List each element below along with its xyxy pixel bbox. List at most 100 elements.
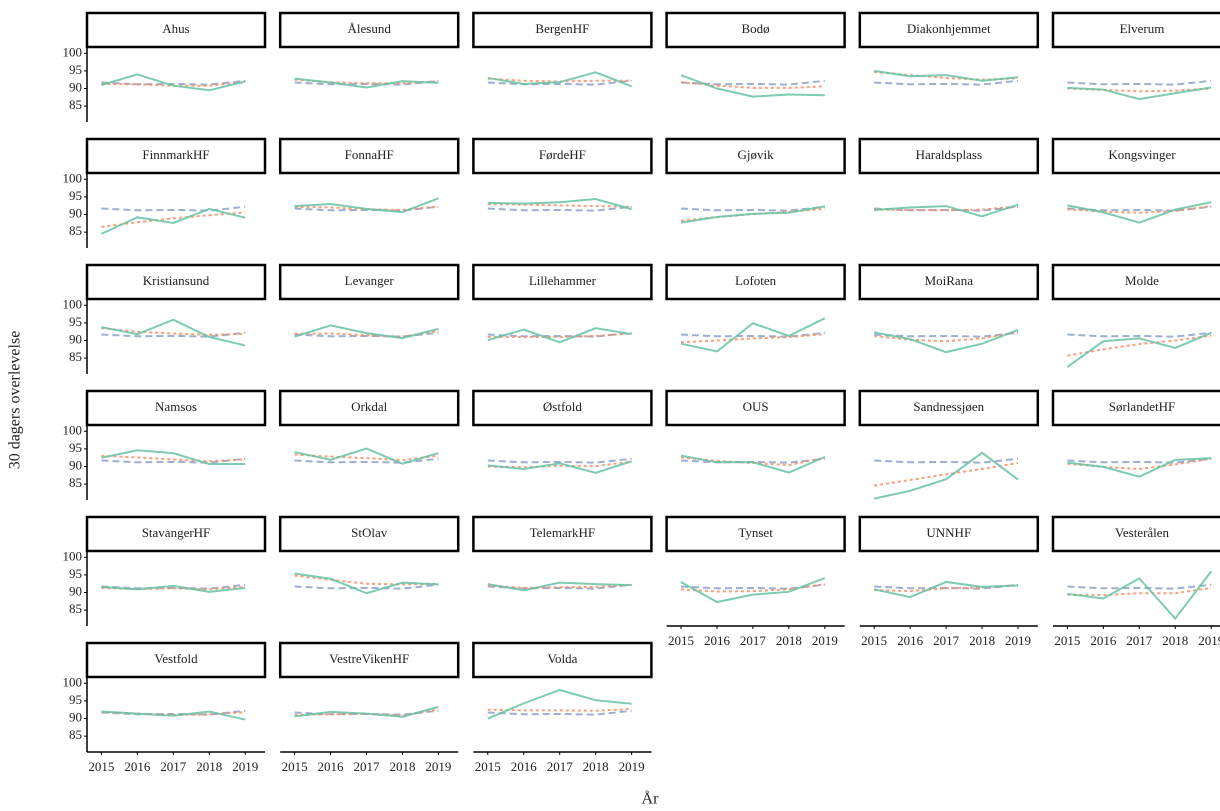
y-tick-label: 100	[63, 674, 83, 689]
y-tick-label: 85	[69, 475, 82, 490]
series-line	[1067, 586, 1212, 596]
y-tick-label: 85	[69, 601, 82, 616]
series-line	[487, 331, 632, 338]
y-tick-label: 100	[63, 44, 83, 59]
series-line	[1067, 331, 1212, 338]
strip	[665, 11, 846, 49]
series-line	[294, 447, 439, 465]
y-tick-label: 90	[69, 206, 82, 221]
panel: Kongsvinger	[1051, 137, 1220, 224]
strip-text: StavangerHF	[142, 525, 211, 540]
series-line	[487, 205, 632, 212]
panel: Ahus 85 90 95 100	[63, 11, 267, 122]
series-line	[874, 203, 1019, 218]
series-line	[294, 77, 439, 89]
panel: Orkdal	[278, 389, 460, 465]
strip-text: Østfold	[543, 399, 583, 414]
strip	[278, 263, 460, 301]
panel: FinnmarkHF 85 90 95 100	[63, 137, 267, 248]
y-tick-label: 95	[69, 566, 82, 581]
series-line	[1067, 79, 1212, 86]
y-tick-label: 85	[69, 223, 82, 238]
strip-text: Diakonhjemmet	[907, 21, 991, 36]
strip	[665, 263, 846, 301]
series-line	[1067, 86, 1212, 101]
x-tick-label: 2015	[668, 633, 694, 648]
x-tick-label: 2015	[282, 759, 308, 774]
strip-text: VestreVikenHF	[329, 651, 409, 666]
series-line	[487, 581, 632, 592]
series-line	[294, 457, 439, 464]
series-line	[101, 584, 246, 593]
strip	[472, 11, 653, 49]
panel: Levanger	[278, 263, 460, 340]
series-line	[294, 572, 439, 595]
series-line	[874, 331, 1019, 343]
strip	[85, 641, 267, 679]
strip	[472, 263, 653, 301]
y-tick-label: 90	[69, 710, 82, 725]
strip-text: OUS	[743, 399, 769, 414]
strip	[665, 389, 846, 427]
series-line	[680, 583, 825, 590]
series-line	[487, 460, 632, 474]
series-line	[680, 333, 825, 344]
y-tick-label: 100	[63, 296, 83, 311]
panel: TelemarkHF	[472, 515, 653, 592]
strip-text: Volda	[547, 651, 577, 666]
strip-text: TelemarkHF	[530, 525, 596, 540]
series-line	[1067, 457, 1212, 478]
series-line	[101, 79, 246, 86]
x-tick-label: 2016	[124, 759, 151, 774]
series-line	[680, 454, 826, 474]
x-tick-label: 2016	[897, 633, 924, 648]
strip	[278, 11, 460, 49]
strip-text: UNNHF	[926, 525, 971, 540]
x-tick-label: 2017	[740, 633, 767, 648]
y-tick-label: 90	[69, 332, 82, 347]
series-line	[874, 331, 1019, 338]
series-line	[101, 710, 246, 721]
strip	[278, 641, 460, 679]
series-line	[101, 449, 246, 466]
series-line	[487, 583, 632, 589]
x-tick-label: 2015	[861, 633, 887, 648]
y-tick-label: 85	[69, 727, 82, 742]
x-tick-label: 2016	[318, 759, 345, 774]
y-tick-label: 95	[69, 440, 82, 455]
series-line	[101, 327, 246, 336]
strip	[1051, 263, 1220, 301]
panel: Vesterålen 2015 2016 2017 2018 2019	[1051, 515, 1220, 648]
strip-text: FørdeHF	[539, 147, 586, 162]
panel: SørlandetHF	[1051, 389, 1220, 478]
y-tick-label: 90	[69, 80, 82, 95]
panel: Elverum	[1051, 11, 1220, 101]
strip-text: Ålesund	[348, 21, 392, 36]
strip-text: Lofoten	[735, 273, 777, 288]
series-line	[874, 205, 1019, 212]
panel: VestreVikenHF 2015 2016 2017 2018 2019	[278, 641, 460, 774]
y-tick-label: 100	[63, 548, 83, 563]
strip-text: Vestfold	[154, 651, 198, 666]
series-line	[680, 205, 825, 212]
series-line	[874, 462, 1019, 487]
strip-text: MoiRana	[925, 273, 974, 288]
panel: Gjøvik	[665, 137, 846, 224]
strip-text: Molde	[1125, 273, 1159, 288]
strip	[472, 389, 653, 427]
x-tick-label: 2018	[583, 759, 609, 774]
series-line	[487, 77, 632, 83]
series-line	[1066, 331, 1212, 368]
series-line	[100, 207, 246, 235]
series-line	[680, 317, 826, 353]
x-tick-label: 2017	[354, 759, 381, 774]
strip-text: Elverum	[1120, 21, 1165, 36]
panel: MoiRana	[858, 263, 1040, 354]
strip	[665, 137, 846, 175]
x-tick-label: 2018	[196, 759, 222, 774]
strip-text: Levanger	[345, 273, 395, 288]
x-tick-label: 2019	[232, 759, 258, 774]
strip-text: Namsos	[155, 399, 197, 414]
series-line	[101, 205, 246, 212]
